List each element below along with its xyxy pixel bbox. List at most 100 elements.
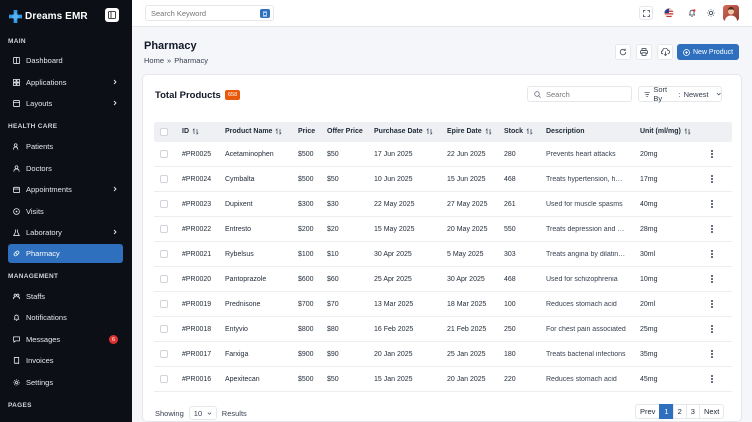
select-all-checkbox[interactable] xyxy=(160,128,168,136)
col-expire-date[interactable]: Epire Date xyxy=(447,128,492,135)
cell-id: #PR0018 xyxy=(182,325,212,333)
sort-arrows-icon xyxy=(526,128,533,135)
global-search-input[interactable] xyxy=(151,8,251,19)
col-unit[interactable]: Unit (ml/mg) xyxy=(640,128,691,135)
sidebar-item-label: Laboratory xyxy=(26,228,62,237)
prev-page-button[interactable]: Prev xyxy=(635,404,661,419)
logo[interactable]: Dreams EMR xyxy=(9,8,88,24)
row-actions-menu[interactable] xyxy=(708,324,716,334)
page-button-1[interactable]: 1 xyxy=(659,404,674,419)
sidebar-item-staffs[interactable]: Staffs xyxy=(8,287,123,306)
print-button[interactable] xyxy=(636,44,652,60)
theme-toggle-button[interactable] xyxy=(704,6,718,20)
sidebar-toggle-button[interactable] xyxy=(105,8,119,22)
col-purchase-date[interactable]: Purchase Date xyxy=(374,128,433,135)
sidebar-item-doctors[interactable]: Doctors xyxy=(8,159,123,178)
row-checkbox[interactable] xyxy=(160,175,168,183)
new-product-button[interactable]: New Product xyxy=(677,44,739,60)
sidebar-item-patients[interactable]: Patients xyxy=(8,137,123,156)
col-unit-label: Unit (ml/mg) xyxy=(640,128,681,135)
row-checkbox[interactable] xyxy=(160,300,168,308)
sidebar-item-dashboard[interactable]: Dashboard xyxy=(8,51,123,70)
table-row: #PR0017 Farxiga $900 $90 20 Jan 2025 25 Jan 2… xyxy=(154,342,732,367)
row-checkbox[interactable] xyxy=(160,200,168,208)
row-checkbox[interactable] xyxy=(160,325,168,333)
cell-product-name: Apexitecan xyxy=(225,375,260,383)
col-expire-date-label: Epire Date xyxy=(447,128,482,135)
sidebar-item-label: Invoices xyxy=(26,356,54,365)
row-actions-menu[interactable] xyxy=(708,224,716,234)
sidebar-item-layouts[interactable]: Layouts xyxy=(8,94,123,113)
sidebar-item-messages[interactable]: Messages 6 xyxy=(8,330,123,349)
sidebar-item-settings[interactable]: Settings xyxy=(8,373,123,392)
next-page-button[interactable]: Next xyxy=(698,404,725,419)
pagination: Prev 1 2 3 Next xyxy=(635,404,725,419)
cell-id: #PR0019 xyxy=(182,300,212,308)
col-id[interactable]: ID xyxy=(182,128,199,135)
sidebar-item-laboratory[interactable]: Laboratory xyxy=(8,223,123,242)
kebab-dot-icon xyxy=(711,250,713,252)
row-actions-menu[interactable] xyxy=(708,274,716,284)
col-product-name[interactable]: Product Name xyxy=(225,128,282,135)
sort-icon xyxy=(644,91,650,97)
sidebar-item-notifications[interactable]: Notifications xyxy=(8,308,123,327)
row-actions-menu[interactable] xyxy=(708,299,716,309)
cell-unit: 30ml xyxy=(640,250,656,258)
user-avatar[interactable] xyxy=(723,5,739,21)
sidebar-item-pharmacy[interactable]: Pharmacy xyxy=(8,244,123,263)
cell-expire-date: 18 Mar 2025 xyxy=(447,300,487,308)
table-row: #PR0020 Pantoprazole $600 $60 25 Apr 2025 30 … xyxy=(154,267,732,292)
cell-purchase-date: 13 Mar 2025 xyxy=(374,300,414,308)
col-price-label: Price xyxy=(298,128,316,135)
fullscreen-button[interactable] xyxy=(639,6,653,20)
sidebar-item-applications[interactable]: Applications xyxy=(8,73,123,92)
row-checkbox[interactable] xyxy=(160,350,168,358)
table-search[interactable] xyxy=(527,86,632,102)
language-button[interactable] xyxy=(662,6,676,20)
chevron-right-icon xyxy=(113,229,117,235)
row-checkbox[interactable] xyxy=(160,150,168,158)
sidebar-item-visits[interactable]: Visits xyxy=(8,202,123,221)
kebab-dot-icon xyxy=(711,303,713,305)
bell-icon xyxy=(688,9,696,17)
col-stock[interactable]: Stock xyxy=(504,128,533,135)
row-actions-menu[interactable] xyxy=(708,374,716,384)
logo-text: Dreams EMR xyxy=(25,10,88,22)
row-actions-menu[interactable] xyxy=(708,199,716,209)
row-checkbox[interactable] xyxy=(160,275,168,283)
cell-purchase-date: 22 May 2025 xyxy=(374,200,415,208)
row-actions-menu[interactable] xyxy=(708,149,716,159)
refresh-button[interactable] xyxy=(615,44,631,60)
breadcrumb-home[interactable]: Home xyxy=(144,56,165,65)
sidebar-item-appointments[interactable]: Appointments xyxy=(8,180,123,199)
cell-id: #PR0023 xyxy=(182,200,212,208)
row-actions-menu[interactable] xyxy=(708,349,716,359)
section-management: MANAGEMENT xyxy=(8,273,59,280)
cell-description: For chest pain associated xyxy=(546,325,626,333)
notifications-button[interactable] xyxy=(685,6,699,20)
cell-description: Treats hypertension, heart failure xyxy=(546,175,626,183)
row-checkbox[interactable] xyxy=(160,250,168,258)
table-search-input[interactable] xyxy=(546,89,626,99)
sort-arrows-icon xyxy=(426,128,433,135)
row-checkbox[interactable] xyxy=(160,225,168,233)
global-search[interactable] xyxy=(145,5,274,21)
sidebar-item-label: Visits xyxy=(26,207,44,216)
cell-price: $500 xyxy=(298,175,314,183)
page-button-3[interactable]: 3 xyxy=(685,404,700,419)
sidebar-item-label: Applications xyxy=(26,78,67,87)
fullscreen-icon xyxy=(642,9,650,17)
row-actions-menu[interactable] xyxy=(708,174,716,184)
chevron-right-icon xyxy=(113,100,117,106)
page-size-select[interactable]: 10 xyxy=(188,406,217,420)
command-key-icon[interactable] xyxy=(260,9,270,18)
sort-arrows-icon xyxy=(192,128,199,135)
download-button[interactable] xyxy=(657,44,673,60)
sidebar-item-label: Pharmacy xyxy=(26,249,60,258)
sort-dropdown[interactable]: Sort By : Newest xyxy=(638,85,722,103)
sidebar-item-invoices[interactable]: Invoices xyxy=(8,351,123,370)
table-body: #PR0025 Acetaminophen $500 $50 17 Jun 2025 22… xyxy=(154,142,732,392)
page-button-2[interactable]: 2 xyxy=(672,404,687,419)
row-actions-menu[interactable] xyxy=(708,249,716,259)
row-checkbox[interactable] xyxy=(160,375,168,383)
